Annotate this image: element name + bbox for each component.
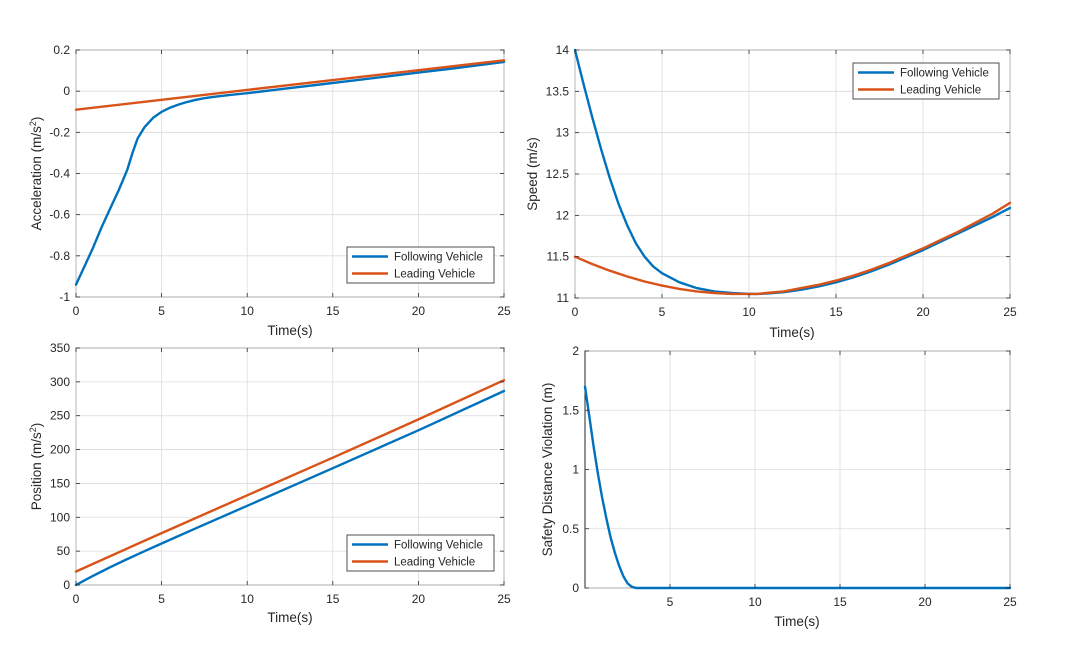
legend-label-leading: Leading Vehicle (394, 557, 475, 569)
position-legend: Following Vehicle Leading Vehicle (346, 534, 495, 572)
x-tick-label: 15 (833, 595, 847, 609)
y-tick-label: 0 (63, 84, 70, 98)
y-tick-label: 150 (50, 476, 70, 490)
y-tick-label: 250 (50, 409, 70, 423)
x-tick-label: 25 (497, 592, 511, 606)
y-tick-label: -1 (59, 290, 70, 304)
x-tick-label: 25 (1003, 305, 1017, 319)
series-line-leading-vehicle (74, 379, 506, 573)
safety-distance-ylabel: Safety Distance Violation (m) (540, 383, 555, 557)
y-tick-label: -0.2 (49, 125, 70, 139)
series-line-following-vehicle (74, 60, 506, 286)
y-tick-label: -0.6 (49, 208, 70, 222)
y-tick-label: 1.5 (562, 403, 579, 417)
y-tick-label: 0 (63, 578, 70, 592)
x-tick-label: 5 (158, 304, 165, 318)
x-tick-label: 0 (73, 592, 80, 606)
x-tick-label: 10 (241, 304, 255, 318)
y-tick-label: 50 (57, 544, 71, 558)
x-tick-label: 20 (916, 305, 930, 319)
y-tick-label: 0.5 (562, 522, 579, 536)
y-tick-label: 13.5 (546, 84, 570, 98)
y-tick-label: 12.5 (546, 167, 570, 181)
y-tick-label: -0.8 (49, 249, 70, 263)
x-tick-label: 0 (73, 304, 80, 318)
y-tick-label: 1 (572, 463, 579, 477)
x-tick-label: 10 (742, 305, 756, 319)
x-tick-label: 5 (659, 305, 666, 319)
y-tick-label: -0.4 (49, 167, 70, 181)
x-tick-label: 25 (497, 304, 511, 318)
speed-xlabel: Time(s) (769, 325, 814, 340)
series-line-leading-vehicle (74, 59, 506, 111)
x-tick-label: 0 (572, 305, 579, 319)
speed-legend: Following Vehicle Leading Vehicle (852, 62, 1000, 100)
x-tick-label: 10 (748, 595, 762, 609)
position-ylabel: Position (m/s2) (28, 423, 44, 511)
x-tick-label: 5 (158, 592, 165, 606)
y-tick-label: 300 (50, 375, 70, 389)
speed-ylabel: Speed (m/s) (525, 137, 540, 211)
x-tick-label: 20 (918, 595, 932, 609)
x-tick-label: 20 (412, 304, 426, 318)
x-tick-label: 20 (412, 592, 426, 606)
legend-label-following: Following Vehicle (900, 68, 989, 80)
acceleration-plot: 0 5 10 15 20 25 -1 -0.8 -0.6 -0.4 -0.2 0 0.2 Time(s)… (28, 43, 511, 338)
x-tick-label: 15 (326, 592, 340, 606)
y-tick-label: 11.5 (547, 250, 570, 264)
position-xlabel: Time(s) (267, 610, 312, 625)
y-tick-label: 12 (556, 208, 570, 222)
legend-label-leading: Leading Vehicle (900, 85, 981, 97)
acceleration-ylabel: Acceleration (m/s2) (28, 117, 44, 231)
legend-label-following: Following Vehicle (394, 252, 483, 264)
safety-distance-plot: 5 10 15 20 25 0 0.5 1 1.5 2 Time(s) Safety Distan… (540, 344, 1017, 629)
y-tick-label: 13 (556, 126, 570, 140)
x-tick-label: 10 (241, 592, 255, 606)
y-tick-label: 2 (572, 344, 579, 358)
y-tick-label: 11 (557, 291, 570, 305)
safety-distance-xlabel: Time(s) (774, 614, 819, 629)
y-tick-label: 200 (50, 443, 70, 457)
acceleration-xlabel: Time(s) (267, 323, 312, 338)
x-tick-label: 15 (326, 304, 340, 318)
series-line-leading-vehicle (573, 201, 1012, 296)
speed-plot: 0 5 10 15 20 25 11 11.5 12 12.5 13 13.5 14 Time(s) S… (525, 43, 1017, 340)
y-tick-label: 0.2 (53, 43, 70, 57)
x-tick-label: 5 (667, 595, 674, 609)
x-tick-label: 25 (1003, 595, 1017, 609)
series-line-following-vehicle (74, 389, 506, 587)
acceleration-legend: Following Vehicle Leading Vehicle (346, 246, 495, 284)
y-tick-label: 100 (50, 510, 70, 524)
y-tick-label: 350 (50, 341, 70, 355)
y-tick-label: 0 (572, 581, 579, 595)
x-tick-label: 15 (829, 305, 843, 319)
y-tick-label: 14 (556, 43, 570, 57)
legend-label-leading: Leading Vehicle (394, 269, 475, 281)
legend-label-following: Following Vehicle (394, 540, 483, 552)
